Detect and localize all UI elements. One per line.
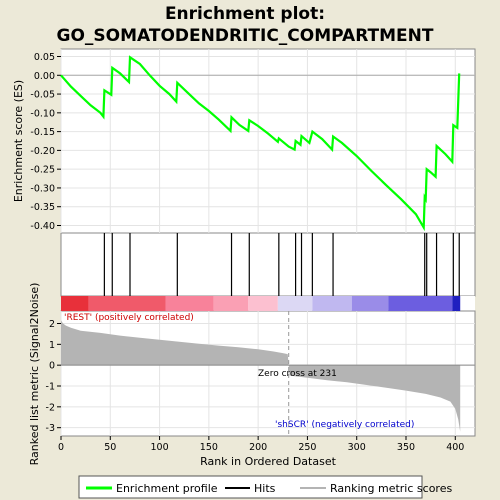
x-axis-label: Rank in Ordered Dataset: [200, 455, 337, 468]
hits-panel: [60, 232, 476, 297]
negative-correlation-label: 'shSCR' (negatively correlated): [275, 420, 414, 430]
es-y-tick-label: -0.20: [30, 146, 55, 157]
metric-area: [61, 320, 461, 432]
metric-y-tick-label: 0: [49, 361, 55, 372]
metric-y-tick-label: -3: [46, 423, 55, 434]
es-grid: [60, 49, 475, 233]
legend-metric-label: Ranking metric scores: [330, 482, 452, 495]
es-y-tick-label: -0.15: [30, 127, 55, 138]
x-tick-label: 250: [298, 442, 316, 453]
metric-y-tick-label: 1: [49, 340, 55, 351]
legend-hits-label: Hits: [254, 482, 276, 495]
zero-cross-label: Zero cross at 231: [258, 369, 337, 379]
metric-y-tick-label: 2: [49, 319, 55, 330]
x-tick-label: 400: [446, 442, 464, 453]
es-y-tick-label: -0.30: [30, 183, 55, 194]
legend-enrichment-label: Enrichment profile: [116, 482, 218, 495]
color-bar-segment: [61, 296, 89, 311]
color-bar: [61, 296, 461, 311]
color-bar-segment: [388, 296, 453, 311]
color-bar-segment: [351, 296, 389, 311]
x-ticks: 0 50 100 150 200 250 300 350 400: [58, 436, 464, 453]
es-line-group: [60, 55, 461, 232]
color-bar-segment: [312, 296, 352, 311]
metric-y-ticks: 2 1 0 -1 -2 -3: [46, 319, 61, 434]
positive-correlation-label: 'REST' (positively correlated): [64, 313, 194, 323]
es-y-tick-label: -0.10: [30, 108, 55, 119]
es-y-tick-label: -0.05: [30, 90, 55, 101]
x-tick-label: 100: [151, 442, 169, 453]
x-tick-label: 350: [397, 442, 415, 453]
x-tick-label: 0: [58, 442, 64, 453]
es-y-ticks: 0.05 0.00 -0.05 -0.10 -0.15 -0.20 -0.25 -0.30 -0…: [30, 52, 61, 232]
legend-box: [78, 475, 423, 499]
es-y-tick-label: -0.40: [30, 221, 55, 232]
es-y-tick-label: -0.35: [30, 202, 55, 213]
metric-area-group: [61, 311, 475, 436]
color-bar-segment: [213, 296, 249, 311]
x-tick-label: 200: [249, 442, 267, 453]
color-bar-segment: [248, 296, 278, 311]
color-bar-segment: [165, 296, 214, 311]
color-bar-segment: [277, 296, 313, 311]
x-tick-label: 150: [200, 442, 218, 453]
plot-title-line2: GO_SOMATODENDRITIC_COMPARTMENT: [57, 26, 434, 46]
color-bar-segment: [88, 296, 166, 311]
es-y-tick-label: 0.05: [34, 52, 55, 63]
metric-y-tick-label: -2: [46, 402, 55, 413]
es-y-tick-label: -0.25: [30, 165, 55, 176]
metric-y-tick-label: -1: [46, 382, 55, 393]
enrichment-curve: [60, 55, 461, 232]
x-tick-label: 50: [104, 442, 116, 453]
color-bar-segment: [452, 296, 461, 311]
hit-marks: [103, 233, 460, 296]
es-y-tick-label: 0.00: [34, 71, 55, 82]
x-tick-label: 300: [348, 442, 366, 453]
plot-title-line1: Enrichment plot:: [165, 4, 325, 24]
metric-y-axis-label: Ranked list metric (Signal2Noise): [28, 283, 41, 466]
es-y-axis-label: Enrichment score (ES): [12, 80, 25, 202]
